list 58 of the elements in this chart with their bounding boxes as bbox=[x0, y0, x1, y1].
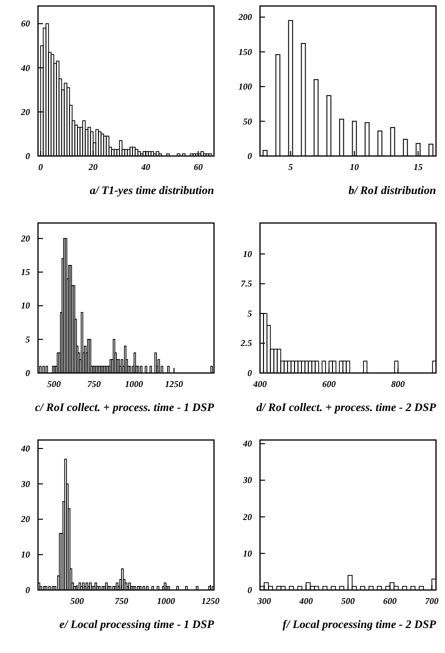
y-tick-label: 20 bbox=[242, 512, 252, 522]
x-tick-label: 300 bbox=[256, 596, 272, 606]
x-tick-label: 750 bbox=[87, 379, 102, 389]
x-tick-label: 500 bbox=[70, 596, 84, 606]
x-tick-label: 15 bbox=[414, 162, 424, 172]
x-tick-label: 500 bbox=[341, 596, 356, 606]
y-tick-label: 40 bbox=[242, 438, 252, 449]
x-tick-label: 700 bbox=[425, 596, 440, 606]
x-axis-title: e/ Local processing time - 1 DSP bbox=[59, 619, 215, 631]
x-tick-label: 10 bbox=[350, 162, 360, 172]
y-tick-label: 10 bbox=[21, 550, 30, 560]
y-tick-label: 0 bbox=[248, 151, 252, 161]
x-tick-label: 1250 bbox=[165, 379, 184, 389]
y-tick-label: 20 bbox=[20, 233, 30, 244]
y-tick-label: 20 bbox=[20, 514, 30, 524]
y-tick-label: 0 bbox=[248, 585, 252, 595]
y-tick-label: 0 bbox=[26, 151, 30, 161]
x-tick-label: 0 bbox=[38, 162, 44, 172]
y-tick-label: 2.5 bbox=[240, 338, 252, 348]
x-axis-title: c/ RoI collect. + process. time - 1 DSP bbox=[34, 402, 215, 414]
y-tick-label: 50 bbox=[243, 116, 252, 126]
x-tick-label: 800 bbox=[391, 379, 406, 389]
y-tick-label: 0 bbox=[26, 585, 30, 595]
y-tick-label: 30 bbox=[20, 478, 30, 489]
x-tick-label: 40 bbox=[140, 162, 151, 172]
x-tick-label: 60 bbox=[194, 162, 204, 172]
x-tick-label: 20 bbox=[88, 162, 98, 172]
x-axis-title: a/ T1-yes time distribution bbox=[90, 185, 214, 197]
y-tick-label: 10 bbox=[21, 300, 30, 311]
y-tick-label: 0 bbox=[248, 368, 252, 378]
x-axis-title: f/ Local processing time - 2 DSP bbox=[282, 619, 437, 631]
x-axis-title: d/ RoI collect. + process. time - 2 DSP bbox=[256, 402, 437, 414]
y-tick-label: 15 bbox=[21, 267, 30, 278]
y-tick-label: 0 bbox=[26, 368, 30, 378]
y-tick-label: 5 bbox=[248, 308, 252, 318]
x-tick-label: 400 bbox=[298, 596, 314, 606]
y-tick-label: 200 bbox=[238, 12, 252, 22]
x-tick-label: 5 bbox=[288, 162, 294, 172]
x-tick-label: 1000 bbox=[125, 379, 144, 389]
y-tick-label: 10 bbox=[243, 248, 252, 259]
x-tick-label: 1250 bbox=[201, 596, 220, 606]
x-tick-label: 600 bbox=[383, 596, 398, 606]
x-tick-label: 500 bbox=[47, 379, 62, 389]
x-tick-label: 1000 bbox=[157, 596, 176, 606]
y-tick-label: 40 bbox=[20, 62, 30, 73]
y-tick-label: 7.5 bbox=[240, 278, 252, 289]
y-tick-label: 20 bbox=[20, 106, 30, 117]
x-axis-title: b/ RoI distribution bbox=[348, 185, 436, 197]
x-tick-label: 400 bbox=[252, 379, 268, 389]
y-tick-label: 60 bbox=[21, 18, 30, 29]
y-tick-label: 10 bbox=[243, 548, 252, 558]
y-tick-label: 40 bbox=[20, 443, 30, 454]
y-tick-label: 100 bbox=[238, 82, 252, 92]
y-tick-label: 150 bbox=[238, 46, 252, 57]
x-tick-label: 750 bbox=[114, 596, 129, 606]
y-tick-label: 5 bbox=[26, 334, 30, 344]
x-tick-label: 600 bbox=[322, 379, 336, 389]
y-tick-label: 30 bbox=[242, 475, 252, 486]
